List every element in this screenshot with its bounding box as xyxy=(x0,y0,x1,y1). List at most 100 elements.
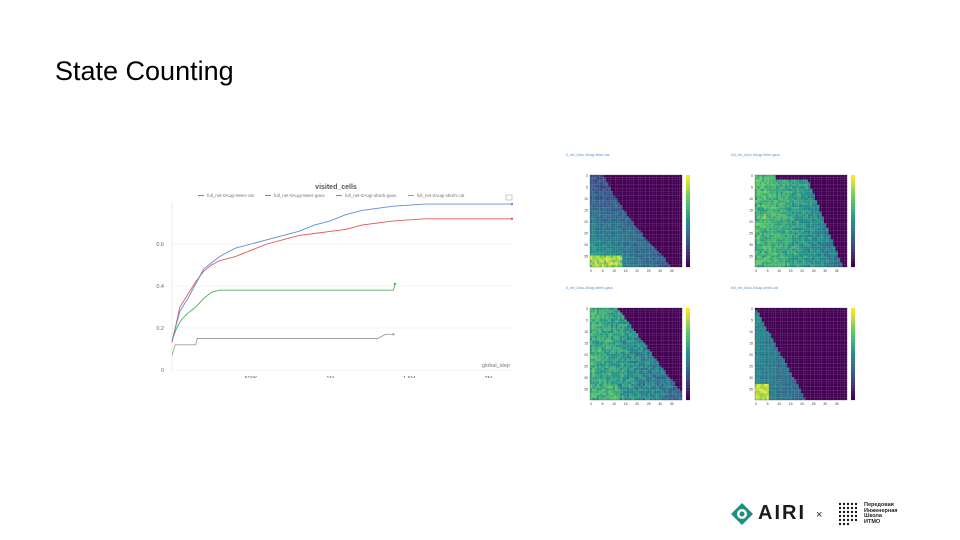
heatmap-cell xyxy=(675,177,678,180)
heatmap-cell xyxy=(624,358,627,361)
heatmap-cell xyxy=(626,264,630,268)
heatmap-cell xyxy=(796,227,799,231)
heatmap-cell xyxy=(617,216,620,219)
heatmap-cell xyxy=(599,175,602,178)
heatmap-cell xyxy=(596,209,600,212)
colorbar-segment xyxy=(686,381,690,385)
heatmap-cell xyxy=(780,191,783,194)
heatmap-cell xyxy=(622,264,625,268)
heatmap-cell xyxy=(603,395,607,398)
heatmap-cell xyxy=(835,223,838,226)
heatmap-cell xyxy=(652,175,655,178)
heatmap-cell xyxy=(675,314,678,318)
heatmap-cell xyxy=(631,335,634,338)
heatmap-cell xyxy=(617,241,620,245)
heatmap-cell xyxy=(606,191,609,194)
heatmap-cell xyxy=(624,230,627,233)
heatmap-cell xyxy=(801,200,804,203)
heatmap-title: full_net_0Acc-9Augi-9eter-gaus xyxy=(731,153,781,157)
heatmap-cell xyxy=(654,358,657,361)
heatmap-cell xyxy=(615,184,618,187)
heatmap-cell xyxy=(824,184,827,187)
heatmap-cell xyxy=(771,202,774,205)
heatmap-cell xyxy=(791,264,795,268)
heatmap-cell xyxy=(668,312,671,315)
heatmap-cell xyxy=(599,331,602,334)
heatmap-cell xyxy=(821,207,825,210)
heatmap-cell xyxy=(771,184,774,187)
heatmap-cell xyxy=(645,395,648,398)
heatmap-cell xyxy=(645,221,648,224)
heatmap-cell xyxy=(615,374,618,378)
x-tick-label: 5 xyxy=(602,402,604,406)
heatmap-cell xyxy=(837,221,841,224)
heatmap-cell xyxy=(615,379,618,382)
y-tick-label: 20 xyxy=(584,353,588,357)
heatmap-cell xyxy=(677,216,680,219)
heatmap-cell xyxy=(826,227,829,231)
heatmap-cell xyxy=(789,200,792,203)
heatmap-cell xyxy=(613,181,616,185)
heatmap-cell xyxy=(775,264,779,268)
heatmap-cell xyxy=(631,340,634,343)
heatmap-cell xyxy=(661,374,664,378)
heatmap-cell xyxy=(636,381,639,384)
heatmap-cell xyxy=(798,186,802,189)
heatmap-cell xyxy=(654,211,657,215)
heatmap-cell xyxy=(631,351,634,355)
heatmap-cell xyxy=(755,257,758,261)
heatmap-cell xyxy=(661,349,664,352)
heatmap-cell xyxy=(663,344,666,348)
heatmap-cell xyxy=(626,186,630,189)
heatmap-cell xyxy=(615,347,618,350)
heatmap-cell xyxy=(596,223,600,226)
heatmap-cell xyxy=(633,248,637,251)
heatmap-cell xyxy=(784,186,788,189)
heatmap-cell xyxy=(833,181,836,185)
heatmap-cell xyxy=(649,360,653,364)
heatmap-cell xyxy=(638,202,641,205)
heatmap-cell xyxy=(649,312,653,315)
heatmap-cell xyxy=(617,335,620,338)
heatmap-cell xyxy=(817,257,820,261)
heatmap-cell xyxy=(672,221,676,224)
heatmap-cell xyxy=(647,227,650,231)
heatmap-cell xyxy=(654,308,657,311)
y-tick-label: 5 xyxy=(586,186,588,190)
heatmap-cell xyxy=(810,257,813,261)
colorbar-segment xyxy=(686,245,690,249)
heatmap-cell xyxy=(615,191,618,194)
heatmap-cell xyxy=(830,204,834,208)
heatmap-cell xyxy=(661,333,664,336)
heatmap-cell xyxy=(789,214,792,217)
heatmap-cell xyxy=(773,179,776,182)
heatmap-cell xyxy=(622,377,625,380)
heatmap-cell xyxy=(629,377,632,380)
heatmap-cell xyxy=(636,312,639,315)
heatmap-cell xyxy=(757,207,760,210)
heatmap-cell xyxy=(629,321,632,325)
heatmap-cell xyxy=(837,262,841,265)
heatmap-cell xyxy=(824,232,827,235)
heatmap-cell xyxy=(821,195,825,199)
expand-icon[interactable] xyxy=(505,194,513,201)
heatmap-cell xyxy=(824,188,827,192)
heatmap-cell xyxy=(668,204,671,208)
heatmap-cell xyxy=(645,250,648,254)
heatmap-cell xyxy=(638,234,641,238)
heatmap-cell xyxy=(677,262,680,265)
heatmap-cell xyxy=(606,214,609,217)
heatmap-cell xyxy=(629,237,632,240)
heatmap-cell xyxy=(594,262,597,265)
heatmap-cell xyxy=(814,241,818,245)
heatmap-cell xyxy=(659,232,662,235)
heatmap-cell xyxy=(778,225,781,228)
heatmap-cell xyxy=(679,321,683,325)
heatmap-cell xyxy=(642,351,646,355)
heatmap-cell xyxy=(636,225,639,228)
heatmap-cell xyxy=(615,314,618,318)
heatmap-cell xyxy=(755,255,758,258)
heatmap-cell xyxy=(794,207,797,210)
heatmap-cell xyxy=(649,188,653,192)
heatmap-cell xyxy=(789,195,792,199)
